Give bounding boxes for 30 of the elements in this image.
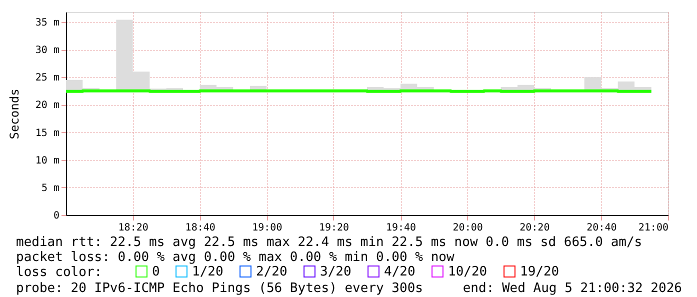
legend-label: 19/20 (520, 264, 560, 280)
legend-label: 3/20 (320, 264, 352, 280)
y-tick-label: 0 (53, 210, 60, 222)
legend-label: 4/20 (384, 264, 416, 280)
x-tick-label: 20:20 (520, 222, 550, 234)
text: probe: 20 IPv6-ICMP Echo Pings (56 Bytes) every 300s (16, 281, 423, 296)
text: end: Wed Aug 5 21:00:32 2026 (462, 281, 682, 296)
text: median rtt: 22.5 ms avg 22.5 ms max 22.4 ms min 22.5 ms now 0.0 ms sd 665.0 am/s (16, 235, 642, 250)
y-tick-label: 5 m (41, 182, 60, 194)
x-tick-label: 19:20 (318, 222, 350, 234)
y-tick-label: 30 m (35, 45, 60, 56)
x-tick-label: 18:20 (118, 222, 148, 234)
x-tick-label: 20:40 (586, 222, 617, 234)
x-tick-label: 18:40 (185, 222, 216, 234)
legend-label: 2/20 (256, 264, 288, 280)
legend-label: 1/20 (192, 264, 224, 280)
y-tick-label: 10 m (35, 155, 60, 166)
x-tick-label: 19:00 (252, 222, 282, 234)
y-tick-label: 35 m (35, 17, 60, 28)
legend-label: 10/20 (448, 264, 488, 280)
legend-label: 0 (152, 264, 160, 280)
x-tick-label: 19:40 (386, 222, 416, 234)
text: packet loss: 0.00 % avg 0.00 % max 0.00 % min 0.00 % now (16, 250, 454, 265)
y-tick-label: 20 m (35, 100, 60, 112)
y-tick-label: 15 m (35, 128, 60, 139)
legend-title: loss color: (16, 265, 102, 280)
y-axis-title: Seconds (7, 88, 22, 140)
x-tick-label: 20:00 (452, 222, 483, 234)
x-tick-label: 21:00 (638, 222, 668, 234)
y-tick-label: 25 m (35, 72, 60, 84)
